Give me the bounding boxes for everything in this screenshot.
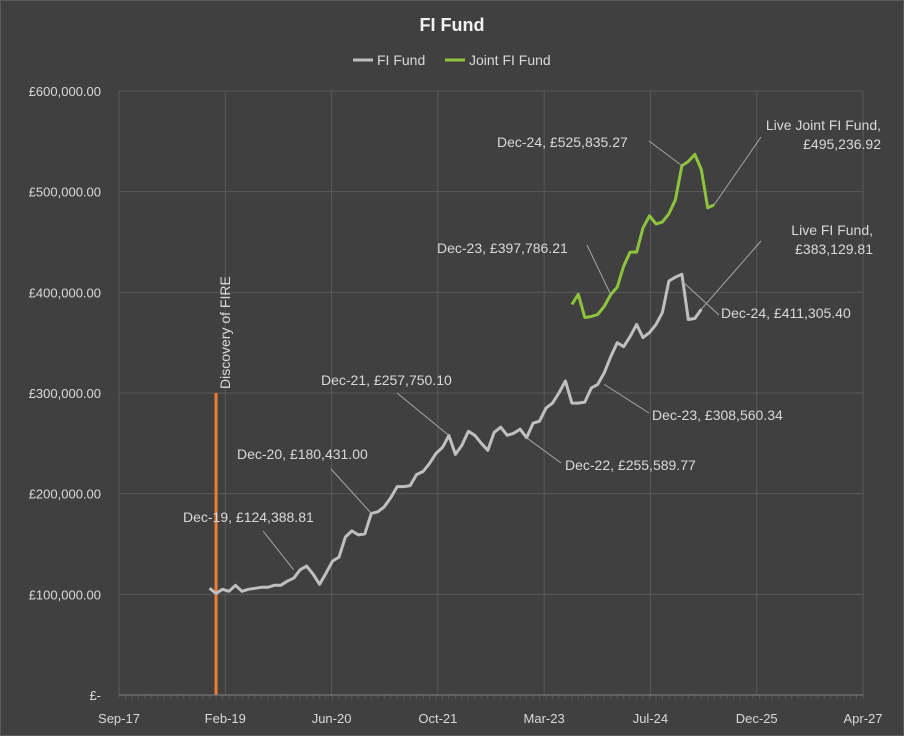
- annotation-label-2: Dec-21, £257,750.10: [321, 372, 452, 388]
- annotation-leader-6: [586, 244, 612, 295]
- annotation-label-3: Dec-22, £255,589.77: [565, 457, 696, 473]
- annotation-label-0: Dec-19, £124,388.81: [183, 509, 314, 525]
- annotation-label-9: Live FI Fund,: [791, 222, 873, 238]
- annotation-label-7: Dec-24, £525,835.27: [497, 134, 628, 150]
- annotation-label-6: Dec-23, £397,786.21: [437, 240, 568, 256]
- y-tick-label-0: £-: [89, 688, 101, 703]
- annotation-label-1: Dec-20, £180,431.00: [237, 446, 368, 462]
- y-tick-label-5: £500,000.00: [29, 185, 101, 200]
- annotation-leader-4: [603, 383, 650, 414]
- x-tick-label-3: Oct-21: [418, 711, 457, 726]
- x-tick-label-0: Sep-17: [98, 711, 140, 726]
- x-tick-label-5: Jul-24: [633, 711, 668, 726]
- annotation-leader-8: [713, 136, 762, 206]
- y-tick-label-1: £100,000.00: [29, 587, 101, 602]
- legend-entry-1: Joint FI Fund: [469, 52, 551, 68]
- annotation-label-8-line2: £495,236.92: [803, 136, 881, 152]
- annotation-label-4: Dec-23, £308,560.34: [652, 407, 783, 423]
- x-tick-label-2: Jun-20: [312, 711, 352, 726]
- annotation-leader-1: [330, 468, 372, 514]
- x-tick-label-7: Apr-27: [843, 711, 882, 726]
- x-tick-label-4: Mar-23: [524, 711, 565, 726]
- chart-title: FI Fund: [420, 15, 485, 35]
- y-tick-label-4: £400,000.00: [29, 285, 101, 300]
- x-tick-label-1: Feb-19: [205, 711, 246, 726]
- annotation-leader-5: [681, 280, 720, 316]
- annotation-leader-0: [262, 530, 295, 571]
- annotation-label-8: Live Joint FI Fund,: [766, 117, 881, 133]
- y-tick-label-2: £200,000.00: [29, 487, 101, 502]
- annotation-leader-9: [700, 240, 762, 310]
- annotation-leader-7: [648, 140, 683, 167]
- annotation-label-5: Dec-24, £411,305.40: [721, 305, 851, 321]
- series-line-fi_fund: [208, 272, 703, 595]
- discovery-marker-label: Discovery of FIRE: [217, 276, 233, 389]
- y-tick-label-6: £600,000.00: [29, 84, 101, 99]
- annotation-label-9-line2: £383,129.81: [795, 241, 873, 257]
- x-tick-label-6: Dec-25: [736, 711, 778, 726]
- y-tick-label-3: £300,000.00: [29, 386, 101, 401]
- annotation-leader-3: [526, 437, 562, 464]
- legend-entry-0: FI Fund: [377, 52, 425, 68]
- series-line-joint_fi_fund: [570, 152, 715, 319]
- annotation-leader-2: [396, 392, 450, 436]
